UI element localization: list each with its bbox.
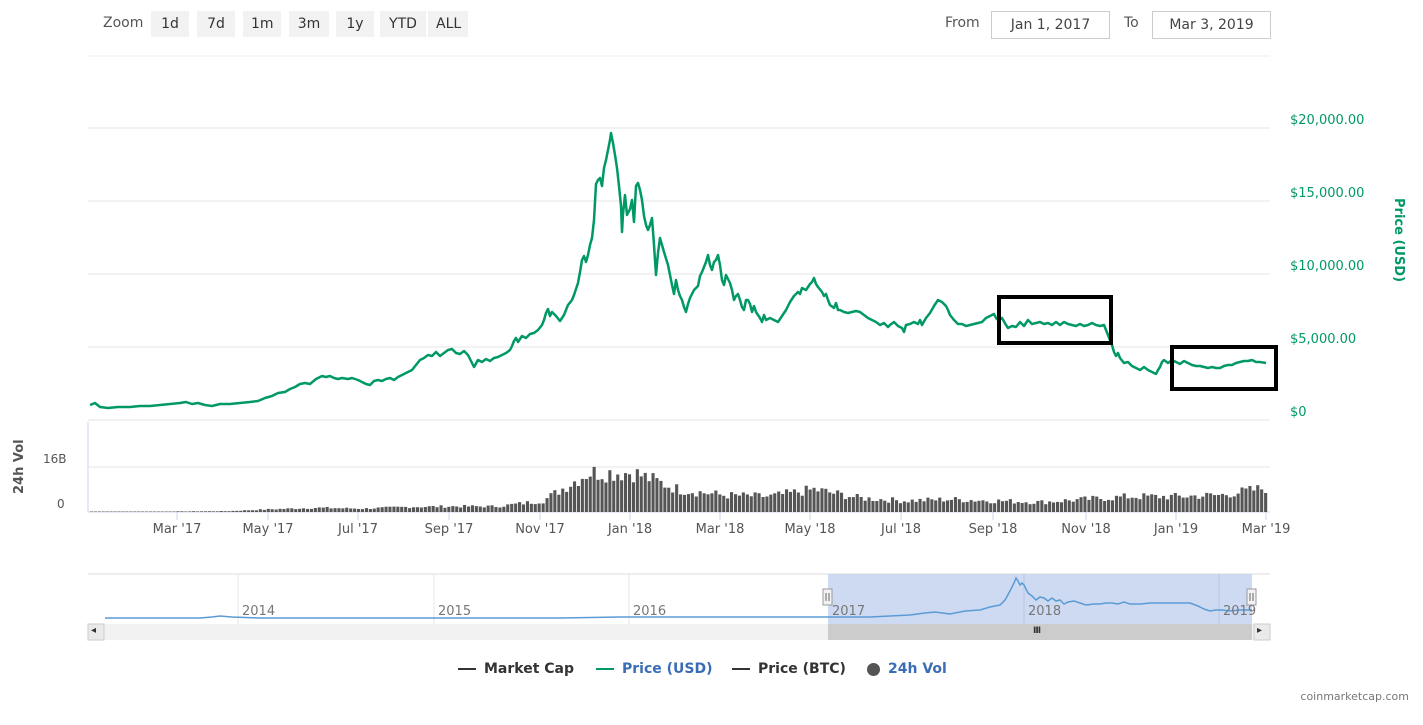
volume-bars [90, 466, 1268, 512]
price-tick-0: $0 [1290, 405, 1307, 420]
x-tick-label: Nov '17 [515, 522, 565, 537]
navigator-year-label: 2018 [1028, 604, 1062, 619]
x-axis-ticks [176, 512, 1267, 520]
x-tick-label: Jan '19 [1153, 522, 1199, 537]
legend-item-market-cap[interactable]: Market Cap [458, 661, 574, 677]
volume-axis-title: 24h Vol [12, 439, 27, 494]
legend-circle-icon [867, 662, 880, 676]
price-tick-5000: $5,000.00 [1290, 332, 1357, 347]
zoom-1d-button[interactable]: 1d [151, 11, 189, 37]
x-tick-label: Mar '19 [1241, 522, 1291, 537]
navigator-series-line [105, 576, 1252, 619]
x-tick-label: Jan '18 [607, 522, 653, 537]
x-tick-label: May '17 [242, 522, 294, 537]
x-tick-label: Jul '18 [881, 522, 921, 537]
zoom-ytd-button[interactable]: YTD [380, 11, 426, 37]
from-date-input[interactable]: Jan 1, 2017 [991, 11, 1110, 39]
scroll-right-arrow-icon[interactable]: ▸ [1257, 625, 1263, 636]
scroll-left-button[interactable] [87, 623, 105, 641]
legend-line-icon [458, 668, 476, 670]
price-tick-15000: $15,000.00 [1290, 186, 1365, 201]
annotation-box-jan-mar-2019 [1170, 345, 1278, 391]
price-tick-20000: $20,000.00 [1290, 113, 1365, 128]
legend-item-24h-vol[interactable]: 24h Vol [867, 661, 947, 677]
zoom-all-button[interactable]: ALL [428, 11, 468, 37]
volume-tick-0: 0 [57, 497, 65, 511]
navigator-year-label: 2017 [832, 604, 866, 619]
navigator-year-label: 2014 [242, 604, 276, 619]
navigator-scrollbar-thumb[interactable] [828, 624, 1252, 640]
navigator-year-label: 2019 [1223, 604, 1257, 619]
zoom-3m-button[interactable]: 3m [289, 11, 329, 37]
legend-line-icon [732, 668, 750, 670]
price-usd-line[interactable] [89, 131, 1267, 410]
legend-item-price-btc[interactable]: Price (BTC) [732, 661, 846, 677]
legend-label: Price (USD) [622, 661, 713, 677]
legend-line-icon [596, 668, 614, 670]
legend-label: Market Cap [484, 661, 575, 677]
annotation-box-sep-nov-2018 [997, 295, 1113, 345]
x-tick-label: Sep '18 [968, 522, 1018, 537]
price-tick-10000: $10,000.00 [1290, 259, 1365, 274]
zoom-label: Zoom [103, 15, 144, 31]
x-tick-label: Nov '18 [1061, 522, 1111, 537]
x-tick-label: Jul '17 [338, 522, 378, 537]
legend-item-price-usd[interactable]: Price (USD) [596, 661, 713, 677]
credit-link[interactable]: coinmarketcap.com [1300, 690, 1409, 703]
volume-tick-16b: 16B [43, 452, 67, 466]
zoom-7d-button[interactable]: 7d [197, 11, 235, 37]
zoom-1m-button[interactable]: 1m [243, 11, 281, 37]
navigator-year-label: 2015 [438, 604, 472, 619]
price-gridlines [88, 127, 1270, 421]
to-date-input[interactable]: Mar 3, 2019 [1152, 11, 1271, 39]
legend-label: Price (BTC) [758, 661, 846, 677]
from-label: From [945, 15, 980, 31]
x-tick-label: Sep '17 [424, 522, 474, 537]
navigator-left-handle[interactable] [822, 588, 833, 606]
navigator-right-handle[interactable] [1246, 588, 1257, 606]
x-tick-label: Mar '18 [695, 522, 745, 537]
scroll-right-button[interactable] [1253, 623, 1271, 641]
x-tick-label: Mar '17 [152, 522, 202, 537]
price-axis-title: Price (USD) [1391, 198, 1406, 283]
scrollbar-grip-icon[interactable]: III [1033, 626, 1041, 636]
x-tick-label: May '18 [784, 522, 836, 537]
zoom-1y-button[interactable]: 1y [336, 11, 374, 37]
navigator[interactable] [87, 573, 1271, 641]
legend-label: 24h Vol [888, 661, 947, 677]
scroll-left-arrow-icon[interactable]: ◂ [91, 625, 97, 636]
navigator-year-label: 2016 [633, 604, 667, 619]
to-label: To [1124, 15, 1139, 31]
